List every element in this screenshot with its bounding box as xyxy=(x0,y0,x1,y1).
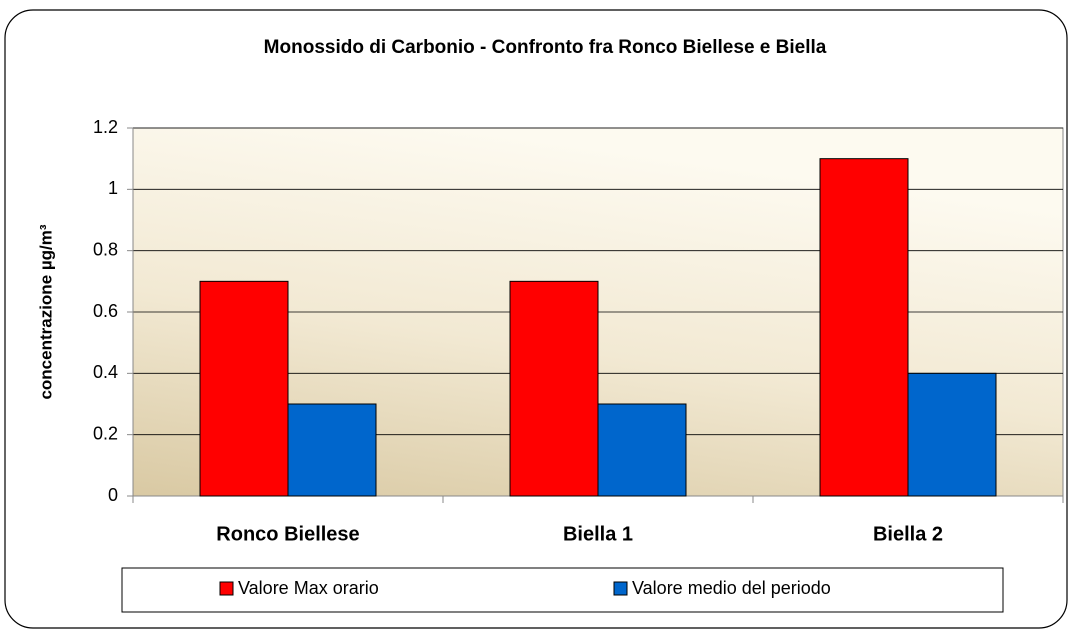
x-tick-label: Ronco Biellese xyxy=(216,523,359,545)
y-tick-label: 0.2 xyxy=(93,423,118,443)
legend-label: Valore Max orario xyxy=(238,578,379,598)
y-tick-label: 1.2 xyxy=(93,117,118,137)
y-tick-label: 0.4 xyxy=(93,362,118,382)
bar xyxy=(509,280,599,497)
bar xyxy=(597,403,687,497)
y-tick-label: 1 xyxy=(108,178,118,198)
x-tick-label: Biella 1 xyxy=(563,523,633,545)
y-axis-label: concentrazione µg/m³ xyxy=(36,224,55,399)
legend-label: Valore medio del periodo xyxy=(632,578,831,598)
chart-title: Monossido di Carbonio - Confronto fra Ro… xyxy=(264,37,827,58)
bar xyxy=(287,403,377,497)
legend-swatch xyxy=(219,581,234,596)
y-tick-label: 0 xyxy=(108,485,118,505)
bar xyxy=(907,372,997,497)
legend-swatch xyxy=(613,581,628,596)
bar xyxy=(199,280,289,497)
y-tick-label: 0.6 xyxy=(93,301,118,321)
y-tick-label: 0.8 xyxy=(93,239,118,259)
legend xyxy=(121,567,1004,613)
x-tick-label: Biella 2 xyxy=(873,523,943,545)
bar xyxy=(819,158,909,497)
